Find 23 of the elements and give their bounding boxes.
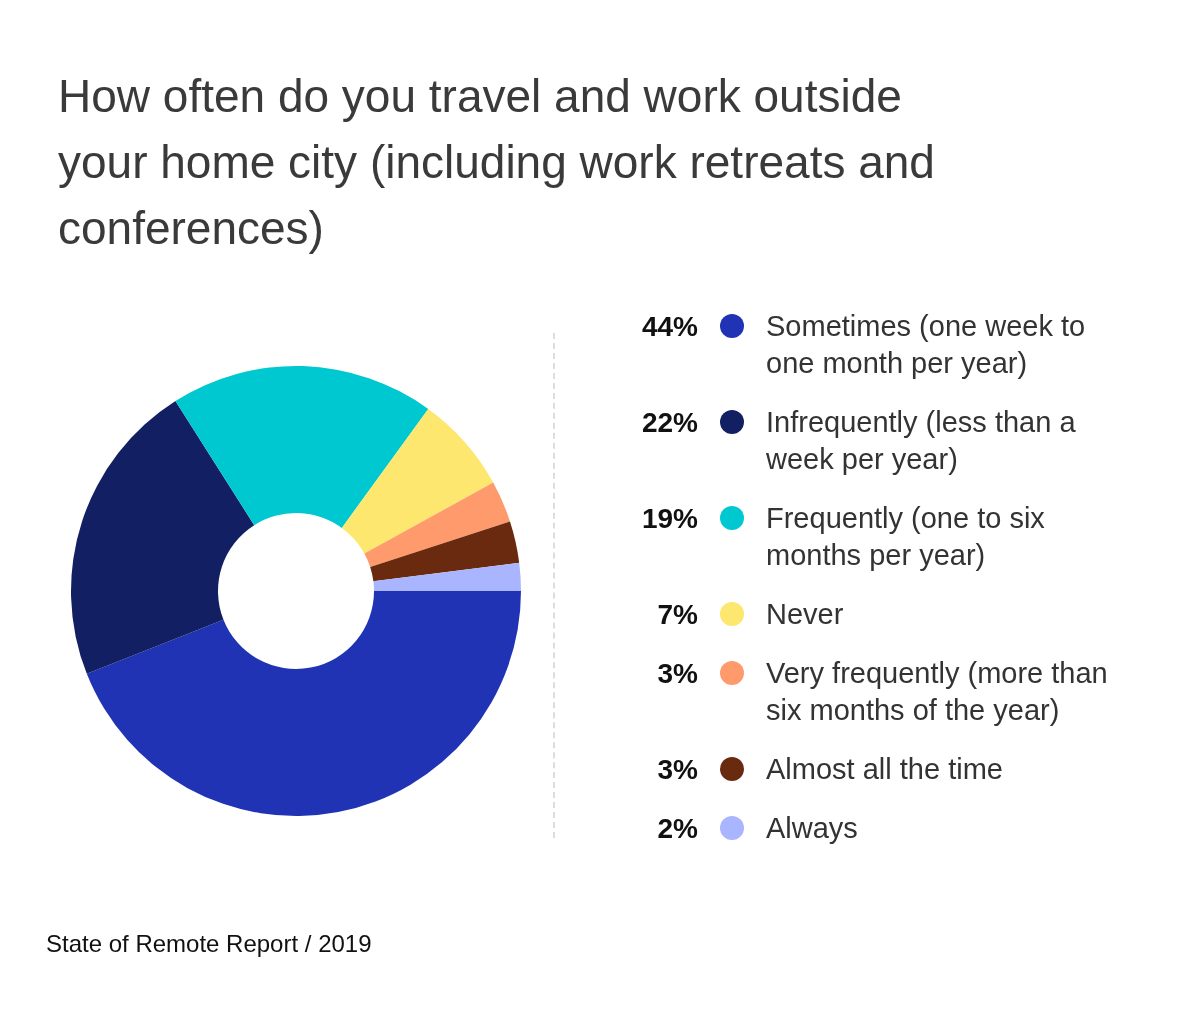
donut-slice <box>341 408 494 554</box>
legend-label: Almost all the time <box>766 752 1004 787</box>
data-label: 19% <box>640 502 698 536</box>
legend-label: Never <box>766 597 845 632</box>
text: State of Remote Report / 2019 <box>46 930 372 958</box>
data-label: 3% <box>656 657 698 691</box>
legend-label: Infrequently (less than a week per year) <box>766 405 1077 477</box>
legend-label: Frequently (one to six months per year) <box>766 501 1046 573</box>
data-label: 22% <box>640 406 698 440</box>
donut-slice <box>86 591 521 816</box>
data-label: 44% <box>640 310 698 344</box>
chart-title: How often do you travel and work outside your home city (including work retreats and conferences) <box>58 69 936 256</box>
donut-slice <box>370 521 520 582</box>
donut-slice <box>364 482 510 567</box>
data-label: 2% <box>656 812 698 846</box>
legend-label: Very frequently (more than six months of the year) <box>766 656 1109 728</box>
donut-slice <box>71 401 255 674</box>
donut-slice <box>373 562 521 591</box>
data-label: 3% <box>656 753 698 787</box>
legend-label: Always <box>766 811 859 846</box>
data-label: 7% <box>656 598 698 632</box>
donut-slice <box>175 366 429 528</box>
legend-label: Sometimes (one week to one month per year) <box>766 309 1087 381</box>
